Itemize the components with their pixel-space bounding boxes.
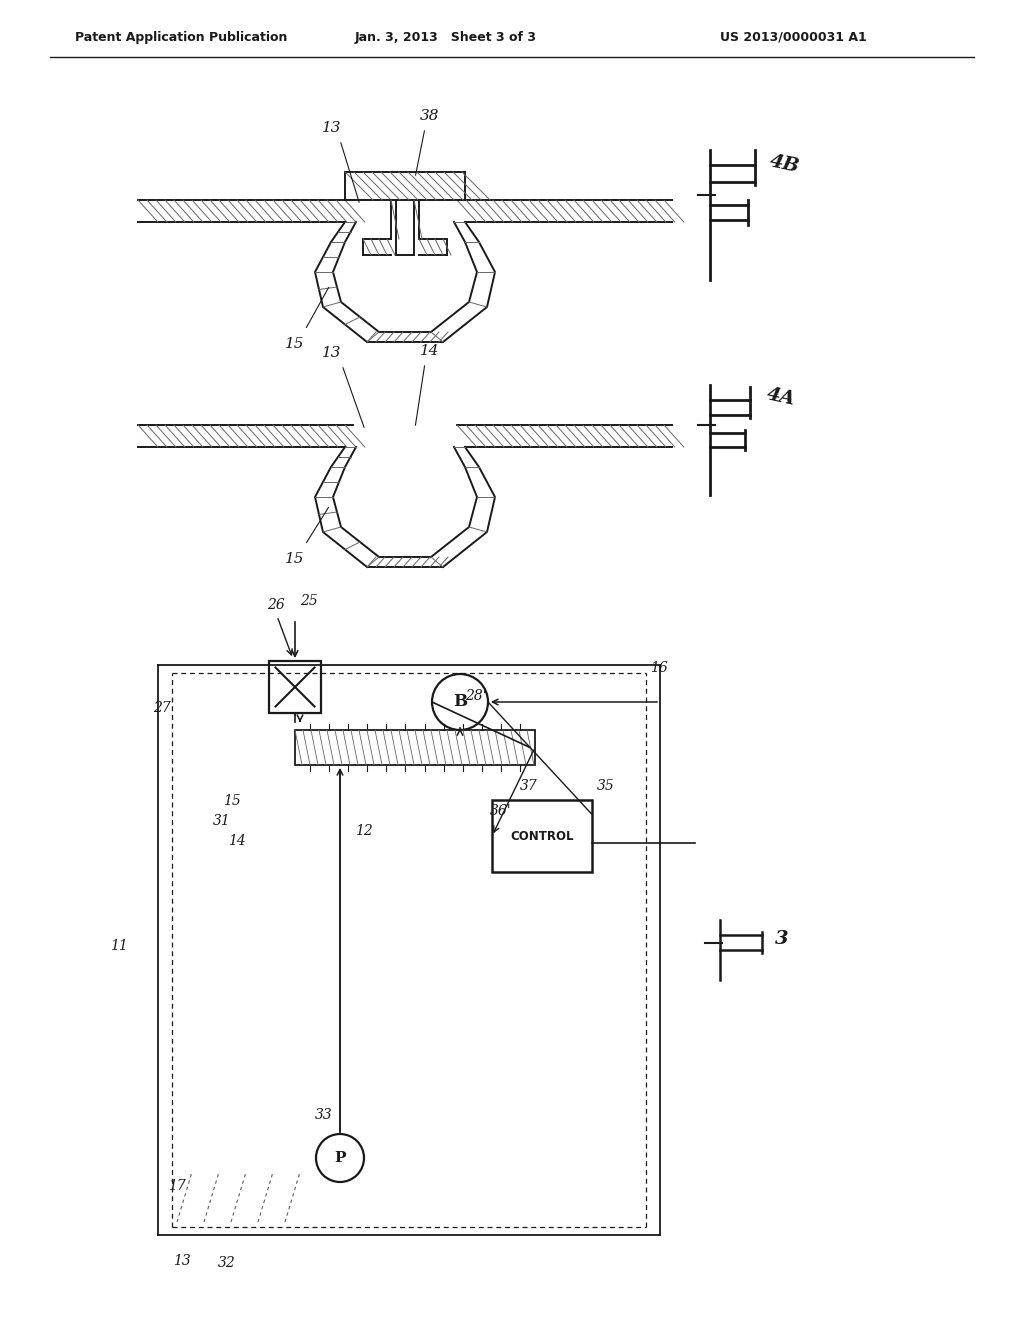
Text: 13: 13 — [322, 121, 341, 135]
Text: 4A: 4A — [765, 385, 797, 409]
Text: 25: 25 — [300, 594, 317, 609]
Text: 38: 38 — [420, 110, 439, 123]
Bar — [492, 800, 592, 873]
Text: 16: 16 — [650, 661, 668, 675]
Text: 37: 37 — [520, 779, 538, 793]
Text: 27: 27 — [153, 701, 171, 715]
Text: 15: 15 — [285, 337, 304, 351]
Text: 3: 3 — [775, 931, 788, 948]
Text: Patent Application Publication: Patent Application Publication — [75, 30, 288, 44]
Text: 17: 17 — [168, 1179, 185, 1193]
Circle shape — [316, 1134, 364, 1181]
Circle shape — [432, 675, 488, 730]
Text: 32: 32 — [218, 1257, 236, 1270]
Text: 13: 13 — [173, 1254, 190, 1269]
Text: 35: 35 — [597, 779, 614, 793]
Bar — [295, 730, 535, 766]
Text: 33: 33 — [315, 1107, 333, 1122]
Text: 14: 14 — [420, 345, 439, 358]
Text: US 2013/0000031 A1: US 2013/0000031 A1 — [720, 30, 866, 44]
Bar — [269, 661, 321, 713]
Text: Jan. 3, 2013   Sheet 3 of 3: Jan. 3, 2013 Sheet 3 of 3 — [355, 30, 537, 44]
Text: 31: 31 — [213, 814, 230, 828]
Text: 13: 13 — [322, 346, 341, 360]
Text: 11: 11 — [110, 939, 128, 953]
Text: B: B — [453, 693, 467, 710]
Text: P: P — [334, 1151, 346, 1166]
Text: 26: 26 — [267, 598, 285, 612]
Text: 28': 28' — [465, 689, 486, 704]
Text: 14: 14 — [228, 834, 246, 847]
Text: 15: 15 — [285, 552, 304, 566]
Text: 4B: 4B — [768, 152, 801, 176]
Text: CONTROL: CONTROL — [510, 829, 573, 842]
Text: 36': 36' — [490, 804, 512, 818]
Text: 12: 12 — [355, 824, 373, 838]
Text: 15: 15 — [223, 795, 241, 808]
